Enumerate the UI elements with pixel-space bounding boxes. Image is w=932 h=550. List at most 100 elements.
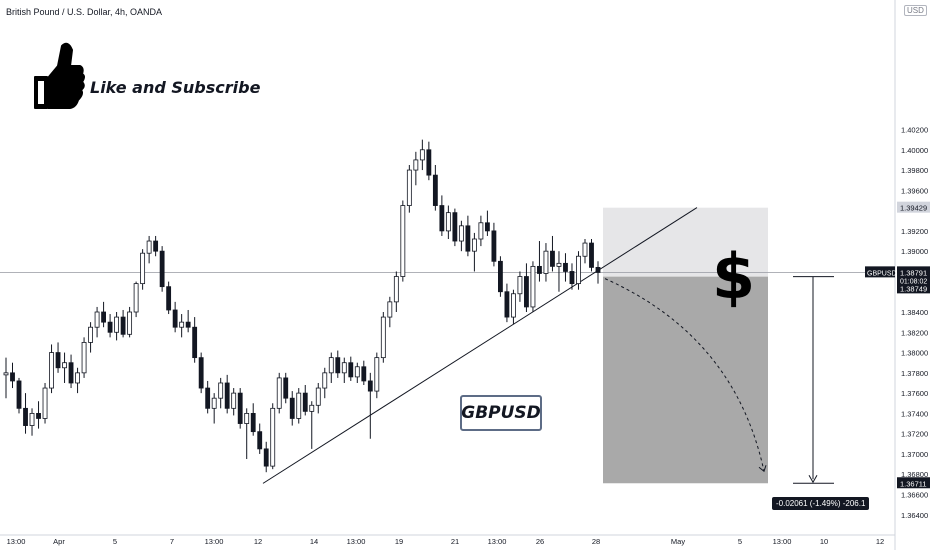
candle	[445, 205, 451, 240]
candle	[348, 356, 354, 381]
price-tick-label: 1.36400	[901, 511, 928, 520]
thumbs-up-shape	[34, 42, 85, 109]
time-tick-label: Apr	[53, 537, 65, 546]
candle	[185, 309, 191, 333]
time-tick-label: 13:00	[7, 537, 26, 546]
candle	[276, 372, 282, 414]
candle-body	[289, 397, 295, 419]
candle-body	[432, 174, 438, 206]
countdown-label: 01:08:02	[900, 278, 927, 285]
candle	[452, 208, 458, 247]
candle	[224, 374, 230, 414]
candle	[244, 408, 250, 460]
candle	[94, 306, 100, 338]
time-tick-label: 12	[876, 537, 884, 546]
candle	[458, 220, 464, 252]
candle-body	[458, 225, 464, 242]
currency-button[interactable]: USD	[904, 5, 927, 16]
candle	[55, 342, 61, 373]
candle	[133, 281, 139, 318]
candle-body	[517, 276, 523, 295]
candle-body	[563, 262, 568, 272]
time-tick-label: 21	[451, 537, 459, 546]
time-tick-label: 7	[170, 537, 174, 546]
candle	[315, 382, 321, 414]
time-tick-label: 14	[310, 537, 318, 546]
price-tick-label: 1.39600	[901, 186, 928, 195]
candle	[257, 423, 263, 454]
candle-body	[543, 250, 549, 274]
candle-body	[439, 205, 445, 232]
candle-body	[211, 397, 217, 409]
candle-body	[537, 265, 542, 274]
candle	[153, 235, 159, 257]
time-tick-label: 5	[738, 537, 742, 546]
candle-body	[42, 387, 48, 419]
candle-body	[569, 271, 575, 285]
candle-body	[361, 366, 367, 382]
candle-body	[315, 387, 321, 406]
candle-body	[231, 392, 237, 409]
price-tick-label: 1.38400	[901, 308, 928, 317]
candle-body	[387, 301, 393, 318]
time-tick-label: 28	[592, 537, 600, 546]
candle	[335, 350, 341, 378]
candle	[263, 441, 269, 473]
candle-body	[413, 159, 419, 171]
candle-body	[524, 276, 529, 308]
candle	[550, 235, 555, 272]
candle-body	[302, 392, 308, 412]
candle	[361, 360, 367, 386]
candle-body	[595, 266, 601, 273]
price-axis: 1.40200 1.40000 1.39800 1.39600 1.39200 1.390…	[865, 0, 930, 550]
candle	[471, 232, 477, 272]
candle-body	[185, 321, 191, 328]
candle	[413, 151, 419, 186]
time-tick-label: May	[671, 537, 685, 546]
candle-body	[491, 230, 497, 262]
candle	[387, 296, 393, 328]
projection-arrow	[758, 465, 767, 473]
candle	[172, 301, 178, 333]
symbol-label-box: GBPUSD	[460, 395, 542, 431]
candle	[127, 306, 133, 338]
candle-body	[107, 321, 113, 333]
candle	[400, 200, 406, 282]
candle-body	[166, 286, 172, 311]
candle-body	[146, 240, 152, 254]
measure-label: -0.02061 (-1.49%) -206.1	[772, 497, 870, 510]
candle-body	[29, 412, 35, 426]
candle	[367, 372, 373, 439]
candles	[3, 139, 601, 473]
candle-body	[471, 238, 477, 252]
candle-body	[328, 357, 334, 374]
candle	[3, 357, 9, 399]
candle	[556, 251, 562, 292]
like-subscribe-text: Like and Subscribe	[90, 78, 261, 97]
time-tick-label: 19	[395, 537, 403, 546]
time-tick-label: 12	[254, 537, 262, 546]
candle-body	[498, 260, 503, 293]
price-tick-label: 1.38200	[901, 328, 928, 337]
candle-body	[322, 372, 328, 389]
entry-price-label: 1.38749	[900, 284, 927, 293]
candle	[68, 354, 74, 389]
upper-price-label: 1.39429	[900, 204, 927, 213]
candle-body	[172, 309, 178, 328]
candle-body	[36, 412, 41, 419]
candle	[49, 344, 54, 394]
candle-body	[127, 311, 133, 335]
candle	[159, 246, 165, 292]
candle	[23, 393, 28, 434]
candle-body	[205, 387, 211, 409]
candle-body	[511, 293, 516, 318]
candle-body	[550, 250, 555, 267]
candle	[120, 309, 126, 338]
candle-body	[465, 225, 471, 252]
dollar-sign: $	[712, 240, 756, 313]
symbol-tag-label: GBPUSD	[867, 270, 897, 277]
candle-body	[198, 357, 204, 389]
time-axis: 13:00 Apr 5 7 13:00 12 14 13:00 19 21 13:00 26 28 May…	[0, 534, 895, 546]
chart-title: British Pound / U.S. Dollar, 4h, OANDA	[6, 7, 163, 17]
